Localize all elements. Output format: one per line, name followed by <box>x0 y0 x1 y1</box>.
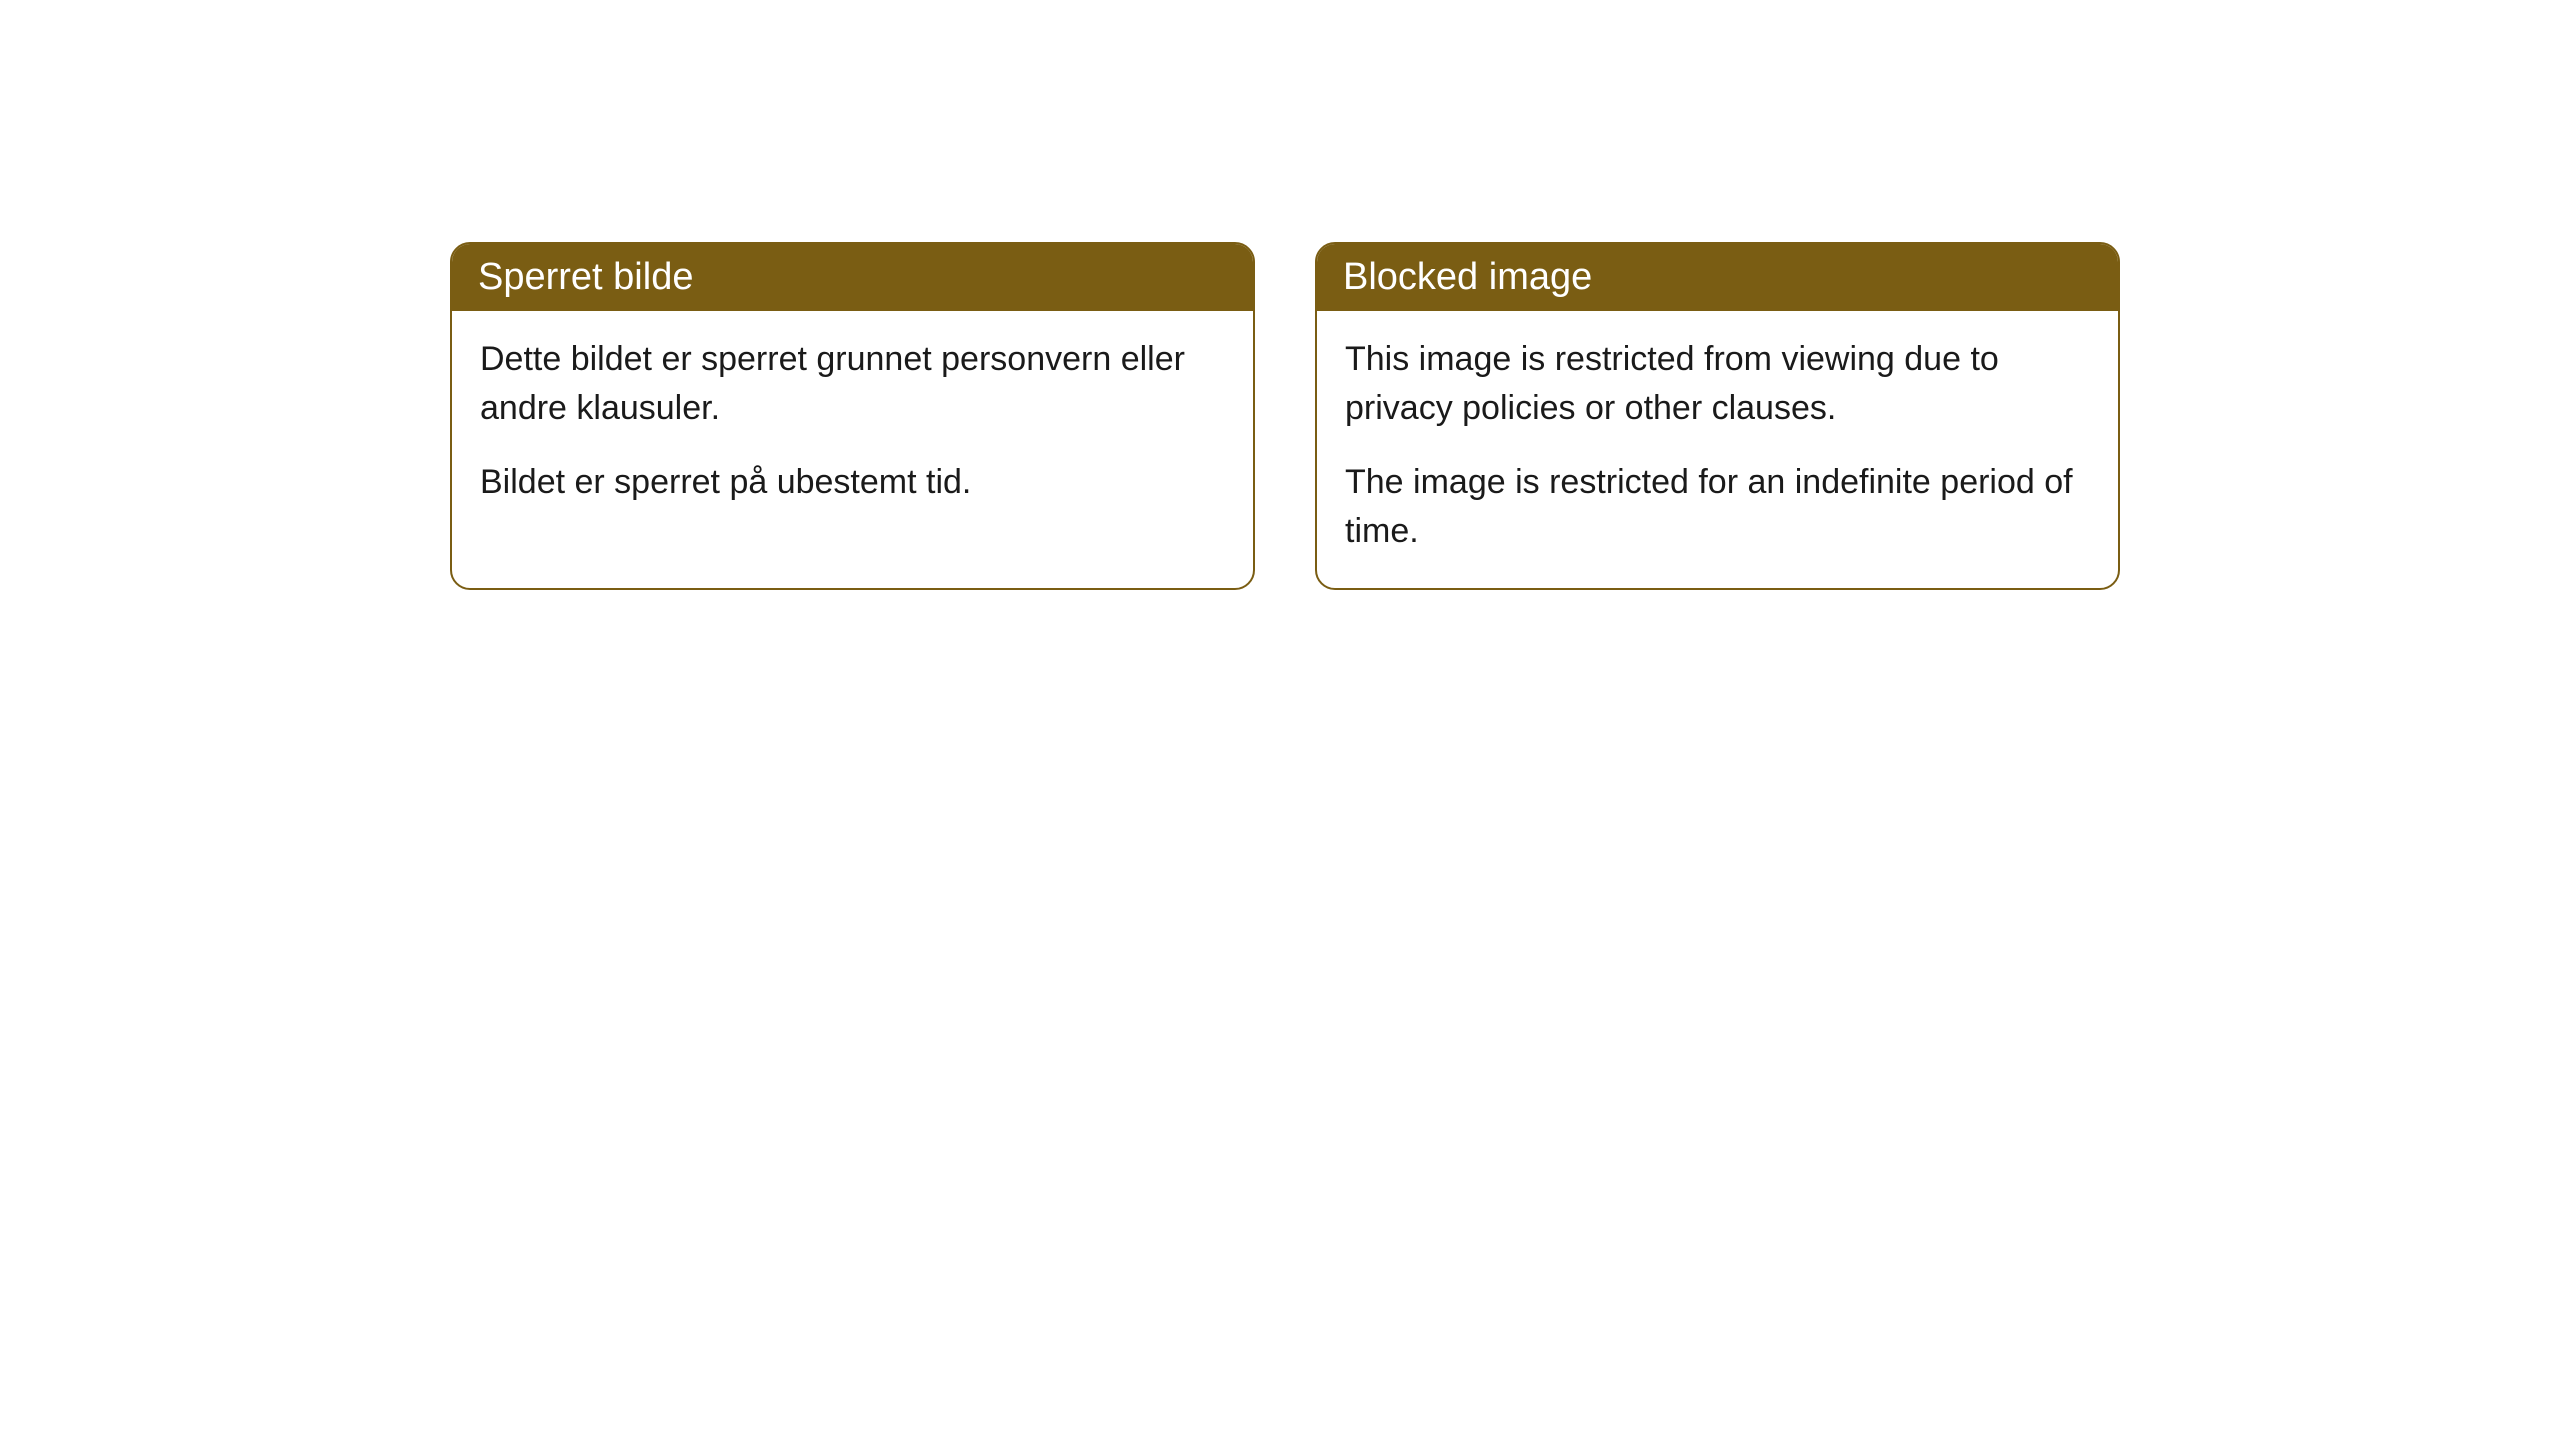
card-paragraph: This image is restricted from viewing du… <box>1345 335 2090 434</box>
card-body-norwegian: Dette bildet er sperret grunnet personve… <box>452 311 1253 539</box>
notice-cards-container: Sperret bilde Dette bildet er sperret gr… <box>450 242 2120 590</box>
card-title: Blocked image <box>1343 256 1592 298</box>
notice-card-norwegian: Sperret bilde Dette bildet er sperret gr… <box>450 242 1255 590</box>
card-paragraph: Dette bildet er sperret grunnet personve… <box>480 335 1225 434</box>
card-paragraph: Bildet er sperret på ubestemt tid. <box>480 458 1225 507</box>
card-header-norwegian: Sperret bilde <box>452 244 1253 311</box>
notice-card-english: Blocked image This image is restricted f… <box>1315 242 2120 590</box>
card-title: Sperret bilde <box>478 256 693 298</box>
card-paragraph: The image is restricted for an indefinit… <box>1345 458 2090 557</box>
card-body-english: This image is restricted from viewing du… <box>1317 311 2118 588</box>
card-header-english: Blocked image <box>1317 244 2118 311</box>
